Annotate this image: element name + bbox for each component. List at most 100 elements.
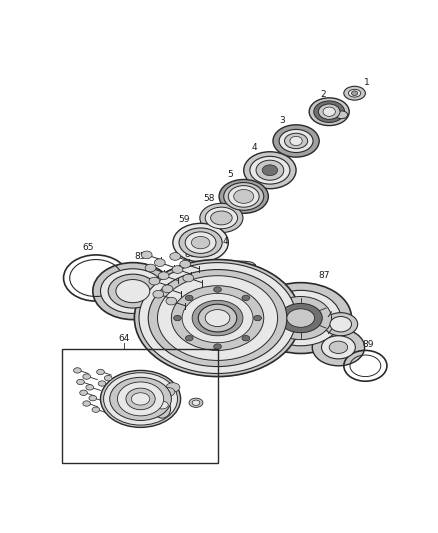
Ellipse shape xyxy=(194,290,219,306)
Ellipse shape xyxy=(126,388,155,410)
Ellipse shape xyxy=(192,301,243,336)
Ellipse shape xyxy=(250,282,352,353)
Ellipse shape xyxy=(218,268,244,274)
Ellipse shape xyxy=(273,125,319,157)
Ellipse shape xyxy=(179,228,222,257)
Text: 65: 65 xyxy=(82,243,94,252)
Text: 1: 1 xyxy=(364,78,370,87)
Text: 87: 87 xyxy=(318,271,329,280)
Ellipse shape xyxy=(336,111,348,119)
Text: 59: 59 xyxy=(178,215,189,224)
Ellipse shape xyxy=(227,280,254,286)
Ellipse shape xyxy=(156,401,168,409)
Ellipse shape xyxy=(189,398,203,407)
Ellipse shape xyxy=(234,189,254,203)
Ellipse shape xyxy=(166,297,177,305)
Ellipse shape xyxy=(279,303,322,333)
Polygon shape xyxy=(212,277,236,294)
Ellipse shape xyxy=(183,274,194,282)
Ellipse shape xyxy=(117,382,164,416)
Ellipse shape xyxy=(148,270,287,367)
Text: 86: 86 xyxy=(185,251,196,260)
Ellipse shape xyxy=(110,377,171,421)
Ellipse shape xyxy=(228,185,259,207)
Ellipse shape xyxy=(104,375,112,381)
Ellipse shape xyxy=(80,390,88,395)
Ellipse shape xyxy=(214,287,221,292)
Ellipse shape xyxy=(103,373,177,425)
Ellipse shape xyxy=(162,285,173,293)
Ellipse shape xyxy=(344,86,365,100)
Text: 88: 88 xyxy=(340,318,352,327)
Ellipse shape xyxy=(185,335,193,341)
Ellipse shape xyxy=(212,274,236,280)
Ellipse shape xyxy=(158,276,278,360)
Ellipse shape xyxy=(270,296,332,340)
Ellipse shape xyxy=(83,374,91,379)
Ellipse shape xyxy=(191,237,210,249)
Ellipse shape xyxy=(211,211,232,225)
Ellipse shape xyxy=(242,295,250,301)
Ellipse shape xyxy=(100,269,165,313)
Ellipse shape xyxy=(100,370,180,427)
Ellipse shape xyxy=(214,344,221,349)
Ellipse shape xyxy=(98,381,106,386)
Ellipse shape xyxy=(314,101,345,123)
Ellipse shape xyxy=(170,253,180,260)
Ellipse shape xyxy=(318,104,340,119)
Polygon shape xyxy=(227,264,254,282)
Ellipse shape xyxy=(153,290,164,298)
Ellipse shape xyxy=(166,383,180,392)
Ellipse shape xyxy=(158,272,169,280)
Ellipse shape xyxy=(154,400,170,418)
Ellipse shape xyxy=(227,261,254,267)
Text: 85: 85 xyxy=(135,252,146,261)
Ellipse shape xyxy=(330,317,352,332)
Text: 58: 58 xyxy=(203,194,215,203)
Ellipse shape xyxy=(158,392,170,401)
Ellipse shape xyxy=(149,277,160,285)
Text: 5: 5 xyxy=(227,171,233,179)
Ellipse shape xyxy=(224,182,264,210)
Ellipse shape xyxy=(155,259,165,266)
Ellipse shape xyxy=(285,133,307,149)
Ellipse shape xyxy=(182,294,253,343)
Ellipse shape xyxy=(244,152,296,189)
Ellipse shape xyxy=(242,335,250,341)
Ellipse shape xyxy=(250,156,290,184)
Ellipse shape xyxy=(173,223,228,262)
Ellipse shape xyxy=(131,393,150,405)
Ellipse shape xyxy=(254,316,261,321)
Polygon shape xyxy=(218,271,244,288)
Text: 89: 89 xyxy=(363,340,374,349)
Ellipse shape xyxy=(349,90,361,97)
Ellipse shape xyxy=(93,263,173,320)
Ellipse shape xyxy=(173,316,181,321)
Ellipse shape xyxy=(198,304,237,332)
Ellipse shape xyxy=(218,285,244,292)
Text: 4: 4 xyxy=(223,237,228,246)
Ellipse shape xyxy=(180,260,191,268)
Text: 64: 64 xyxy=(118,334,129,343)
Ellipse shape xyxy=(134,260,301,377)
Ellipse shape xyxy=(287,309,314,327)
Ellipse shape xyxy=(89,395,97,401)
Ellipse shape xyxy=(323,107,336,116)
Ellipse shape xyxy=(312,329,364,366)
Ellipse shape xyxy=(172,265,183,273)
Ellipse shape xyxy=(116,280,150,303)
Ellipse shape xyxy=(192,400,200,406)
Ellipse shape xyxy=(205,310,230,327)
Ellipse shape xyxy=(86,385,94,390)
Ellipse shape xyxy=(139,263,296,374)
Ellipse shape xyxy=(261,290,341,346)
Ellipse shape xyxy=(324,313,358,336)
Ellipse shape xyxy=(92,407,100,413)
Ellipse shape xyxy=(256,160,284,180)
Ellipse shape xyxy=(141,251,152,259)
Ellipse shape xyxy=(279,130,313,152)
Ellipse shape xyxy=(97,369,104,375)
Ellipse shape xyxy=(108,274,158,308)
Ellipse shape xyxy=(321,336,355,359)
Ellipse shape xyxy=(205,207,237,229)
